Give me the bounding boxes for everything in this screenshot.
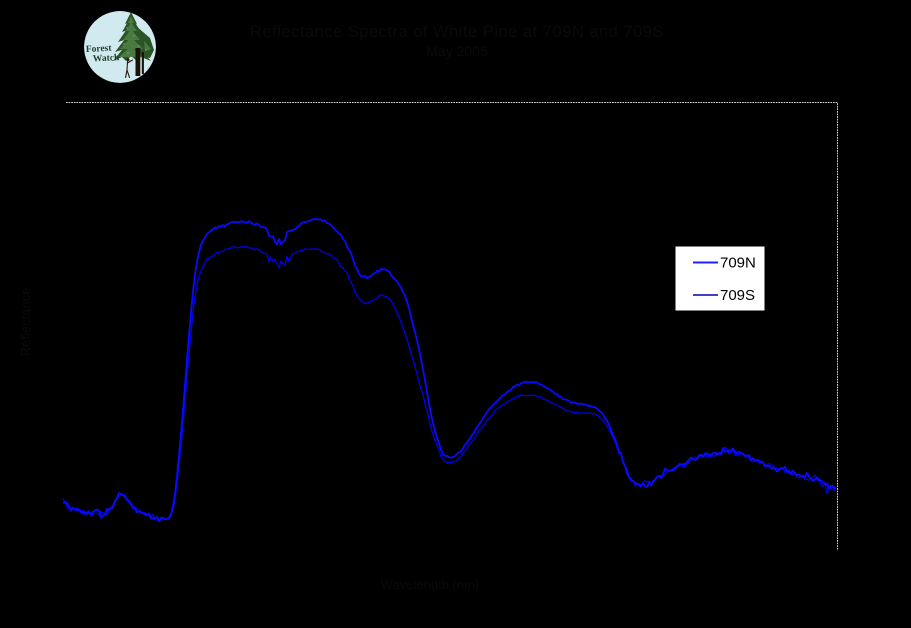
svg-text:709N: 709N — [720, 255, 756, 272]
svg-text:709S: 709S — [720, 287, 755, 304]
svg-text:Wavelength (nm): Wavelength (nm) — [381, 577, 480, 592]
svg-text:Watch: Watch — [93, 53, 121, 64]
svg-text:Reflectance Spectra of White P: Reflectance Spectra of White Pine at 709… — [250, 23, 664, 41]
svg-text:Reflectance: Reflectance — [18, 288, 33, 357]
svg-text:Forest: Forest — [86, 44, 113, 55]
svg-text:May 2005: May 2005 — [426, 43, 488, 59]
